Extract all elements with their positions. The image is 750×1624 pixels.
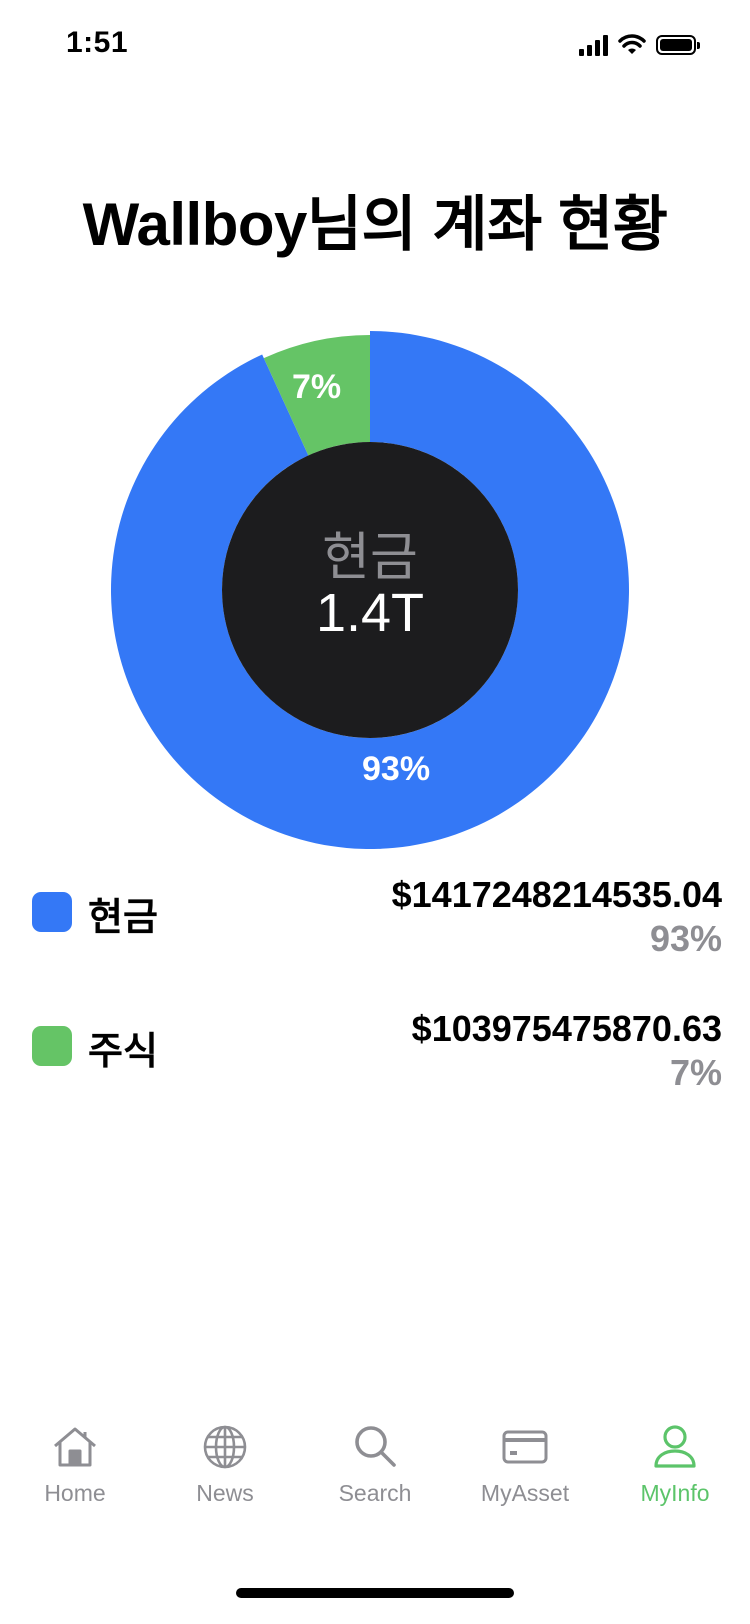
legend-amount-cash: $1417248214535.04 [391,874,722,915]
tab-search-label: Search [338,1480,412,1506]
slice-label-stock: 7% [292,368,342,406]
legend-swatch-stock [32,1026,72,1066]
donut-slice-0[interactable] [110,331,629,849]
page-title: Wallboy님의 계좌 현황 [82,191,668,258]
legend-percent-stock: 7% [669,1052,722,1093]
card-icon [502,1430,548,1464]
cellular-signal-icon [579,34,608,56]
tab-home-label: Home [44,1480,106,1506]
legend-item-cash[interactable]: 현금 $1417248214535.04 93% [32,874,722,974]
legend-item-stock[interactable]: 주식 $103975475870.63 7% [32,1008,722,1108]
tab-search[interactable]: Search [300,1408,450,1538]
tab-home[interactable]: Home [0,1408,150,1538]
donut-chart: 현금 1.4T 93% 7% [100,320,640,860]
status-bar: 1:51 [0,0,750,90]
legend-name-stock: 주식 [88,1031,158,1073]
house-icon [54,1427,96,1467]
slice-label-cash: 93% [362,750,431,788]
donut-slice-1[interactable] [263,335,370,456]
donut-hole [222,442,518,738]
tab-myinfo[interactable]: MyInfo [600,1408,750,1538]
tab-myasset-label: MyAsset [480,1480,570,1506]
legend-amount-stock: $103975475870.63 [411,1008,722,1049]
battery-icon [656,35,700,55]
person-icon [654,1425,696,1468]
donut-chart-svg [110,331,629,849]
legend-swatch-cash [32,892,72,932]
tab-news-label: News [196,1480,254,1506]
status-icons [579,30,700,60]
home-indicator [236,1588,514,1598]
globe-icon [203,1425,247,1469]
tab-myinfo-label: MyInfo [640,1480,710,1506]
tab-myasset[interactable]: MyAsset [450,1408,600,1538]
legend-name-cash: 현금 [88,897,158,939]
wifi-icon [618,34,646,54]
tab-bar: Home News Search MyAsset MyInfo [0,1408,750,1538]
legend-percent-cash: 93% [649,918,722,959]
tab-news[interactable]: News [150,1408,300,1538]
magnifier-icon [355,1426,396,1467]
status-time: 1:51 [66,26,129,59]
